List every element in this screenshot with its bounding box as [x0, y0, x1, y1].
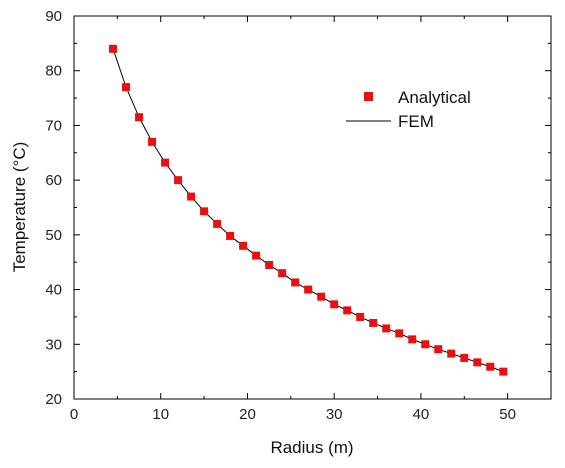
- analytical-point: [174, 176, 183, 185]
- analytical-point: [330, 300, 339, 309]
- x-tick-label: 10: [152, 406, 169, 423]
- analytical-point: [356, 312, 365, 321]
- analytical-point: [200, 207, 209, 216]
- analytical-point: [460, 353, 469, 362]
- analytical-point: [421, 340, 430, 349]
- analytical-point: [148, 137, 157, 146]
- x-tick-label: 30: [326, 406, 343, 423]
- analytical-point: [395, 329, 404, 338]
- analytical-point: [486, 362, 495, 371]
- legend: Analytical FEM: [346, 88, 471, 131]
- analytical-point: [447, 349, 456, 358]
- y-axis-title: Temperature (°C): [10, 142, 29, 273]
- analytical-point: [369, 318, 378, 327]
- y-tick-label: 40: [45, 282, 62, 299]
- y-tick-label: 90: [45, 8, 62, 25]
- analytical-point: [278, 269, 287, 278]
- analytical-point: [265, 260, 274, 269]
- axis-tick-labels: 0 10 20 30 40 50 20 30 40 50 60 70 80 90: [45, 8, 516, 423]
- analytical-point: [213, 219, 222, 228]
- analytical-point: [291, 278, 300, 287]
- analytical-point: [161, 158, 170, 167]
- analytical-point: [317, 292, 326, 301]
- y-tick-label: 50: [45, 227, 62, 244]
- analytical-point: [499, 367, 508, 376]
- axis-ticks: [73, 15, 552, 400]
- legend-label-fem: FEM: [398, 112, 434, 131]
- y-tick-label: 20: [45, 391, 62, 408]
- y-tick-label: 60: [45, 172, 62, 189]
- analytical-point: [122, 83, 131, 92]
- legend-marker-analytical: [364, 92, 373, 101]
- y-tick-label: 30: [45, 336, 62, 353]
- analytical-point: [434, 345, 443, 354]
- analytical-point: [187, 192, 196, 201]
- y-tick-label: 70: [45, 117, 62, 134]
- x-tick-label: 0: [70, 406, 78, 423]
- analytical-point: [252, 251, 261, 260]
- analytical-point: [408, 335, 417, 344]
- x-tick-label: 50: [499, 406, 516, 423]
- analytical-point: [109, 44, 118, 53]
- analytical-point: [473, 358, 482, 367]
- plot-frame: [73, 15, 552, 400]
- analytical-point: [135, 113, 144, 122]
- x-axis-title: Radius (m): [270, 438, 353, 457]
- analytical-series: [109, 44, 508, 376]
- analytical-point: [304, 285, 313, 294]
- legend-label-analytical: Analytical: [398, 88, 471, 107]
- analytical-point: [343, 306, 352, 315]
- y-tick-label: 80: [45, 63, 62, 80]
- analytical-point: [239, 241, 248, 250]
- x-tick-label: 20: [239, 406, 256, 423]
- x-tick-label: 40: [413, 406, 430, 423]
- analytical-point: [382, 324, 391, 333]
- analytical-point: [226, 231, 235, 240]
